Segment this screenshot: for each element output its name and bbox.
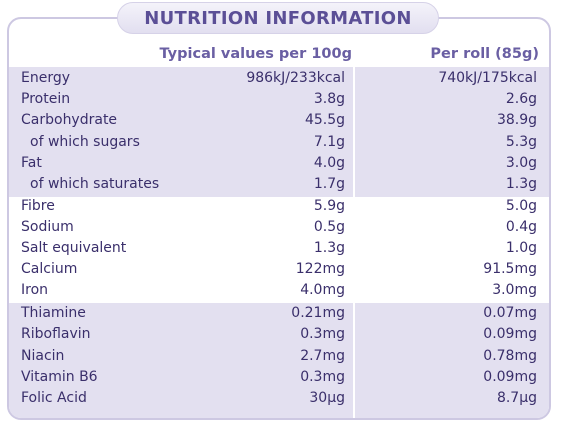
- row-value-per-roll: 1.0g: [505, 240, 537, 256]
- row-label: Iron: [21, 282, 49, 298]
- row-label: of which saturates: [30, 176, 160, 192]
- row-value-per-100g: 4.0g: [313, 155, 345, 171]
- table-row-thiamine: Thiamine 0.21mg 0.07mg: [9, 303, 549, 324]
- row-value-per-roll: 740kJ/175kcal: [438, 70, 537, 86]
- table-row-fat: Fat 4.0g 3.0g: [9, 153, 549, 174]
- row-label: Protein: [21, 91, 71, 107]
- row-label: Niacin: [21, 348, 65, 364]
- row-label: of which sugars: [30, 134, 140, 150]
- row-label: Fat: [21, 155, 42, 171]
- section-minerals: [9, 197, 549, 303]
- row-value-per-roll: 1.3g: [505, 176, 537, 192]
- table-row-protein: Protein 3.8g 2.6g: [9, 89, 549, 110]
- row-value-per-roll: 3.0mg: [492, 282, 537, 298]
- row-value-per-100g: 1.7g: [313, 176, 345, 192]
- table-row-carbohydrate: Carbohydrate 45.5g 38.9g: [9, 110, 549, 131]
- section-vitamins: [9, 303, 549, 418]
- row-value-per-roll: 8.7µg: [496, 390, 537, 406]
- row-value-per-100g: 0.21mg: [291, 305, 345, 321]
- row-label: Vitamin B6: [21, 369, 98, 385]
- row-value-per-100g: 45.5g: [304, 112, 345, 128]
- header-per-roll: Per roll (85g): [430, 46, 539, 62]
- row-value-per-100g: 7.1g: [313, 134, 345, 150]
- table-row-saturates: of which saturates 1.7g 1.3g: [9, 174, 549, 195]
- column-headers: Typical values per 100g Per roll (85g): [9, 46, 549, 70]
- page-title: NUTRITION INFORMATION: [144, 7, 412, 29]
- table-row-folic-acid: Folic Acid 30µg 8.7µg: [9, 388, 549, 409]
- column-separator: [353, 67, 355, 418]
- table-row-calcium: Calcium 122mg 91.5mg: [9, 259, 549, 280]
- row-label: Carbohydrate: [21, 112, 118, 128]
- row-label: Energy: [21, 70, 71, 86]
- row-label: Salt equivalent: [21, 240, 127, 256]
- row-value-per-100g: 5.9g: [313, 198, 345, 214]
- row-label: Calcium: [21, 261, 78, 277]
- row-value-per-100g: 30µg: [309, 390, 345, 406]
- row-value-per-100g: 0.3mg: [300, 369, 345, 385]
- row-value-per-100g: 1.3g: [313, 240, 345, 256]
- row-label: Sodium: [21, 219, 74, 235]
- row-value-per-roll: 5.0g: [505, 198, 537, 214]
- row-value-per-100g: 3.8g: [313, 91, 345, 107]
- row-value-per-100g: 122mg: [295, 261, 345, 277]
- row-label: Riboflavin: [21, 326, 91, 342]
- row-value-per-roll: 0.78mg: [483, 348, 537, 364]
- title-banner: NUTRITION INFORMATION: [117, 2, 439, 34]
- row-value-per-roll: 0.4g: [505, 219, 537, 235]
- row-value-per-roll: 2.6g: [505, 91, 537, 107]
- row-value-per-100g: 2.7mg: [300, 348, 345, 364]
- table-row-vitamin-b6: Vitamin B6 0.3mg 0.09mg: [9, 367, 549, 388]
- table-row-sodium: Sodium 0.5g 0.4g: [9, 217, 549, 238]
- table-row-salt: Salt equivalent 1.3g 1.0g: [9, 238, 549, 259]
- row-value-per-roll: 38.9g: [496, 112, 537, 128]
- row-value-per-100g: 0.5g: [313, 219, 345, 235]
- row-value-per-roll: 3.0g: [505, 155, 537, 171]
- section-macronutrients: [9, 67, 549, 197]
- row-value-per-roll: 91.5mg: [483, 261, 537, 277]
- row-label: Folic Acid: [21, 390, 87, 406]
- row-label: Thiamine: [21, 305, 86, 321]
- nutrition-panel: Typical values per 100g Per roll (85g) E…: [7, 17, 551, 420]
- table-row-iron: Iron 4.0mg 3.0mg: [9, 280, 549, 301]
- row-value-per-roll: 0.07mg: [483, 305, 537, 321]
- table-row-riboflavin: Riboflavin 0.3mg 0.09mg: [9, 324, 549, 345]
- row-value-per-100g: 4.0mg: [300, 282, 345, 298]
- header-per-100g: Typical values per 100g: [159, 46, 352, 62]
- table-row-sugars: of which sugars 7.1g 5.3g: [9, 132, 549, 153]
- table-row-energy: Energy 986kJ/233kcal 740kJ/175kcal: [9, 68, 549, 89]
- row-value-per-100g: 0.3mg: [300, 326, 345, 342]
- row-value-per-100g: 986kJ/233kcal: [246, 70, 345, 86]
- row-value-per-roll: 0.09mg: [483, 369, 537, 385]
- row-label: Fibre: [21, 198, 55, 214]
- table-row-niacin: Niacin 2.7mg 0.78mg: [9, 346, 549, 367]
- table-row-fibre: Fibre 5.9g 5.0g: [9, 196, 549, 217]
- row-value-per-roll: 0.09mg: [483, 326, 537, 342]
- row-value-per-roll: 5.3g: [505, 134, 537, 150]
